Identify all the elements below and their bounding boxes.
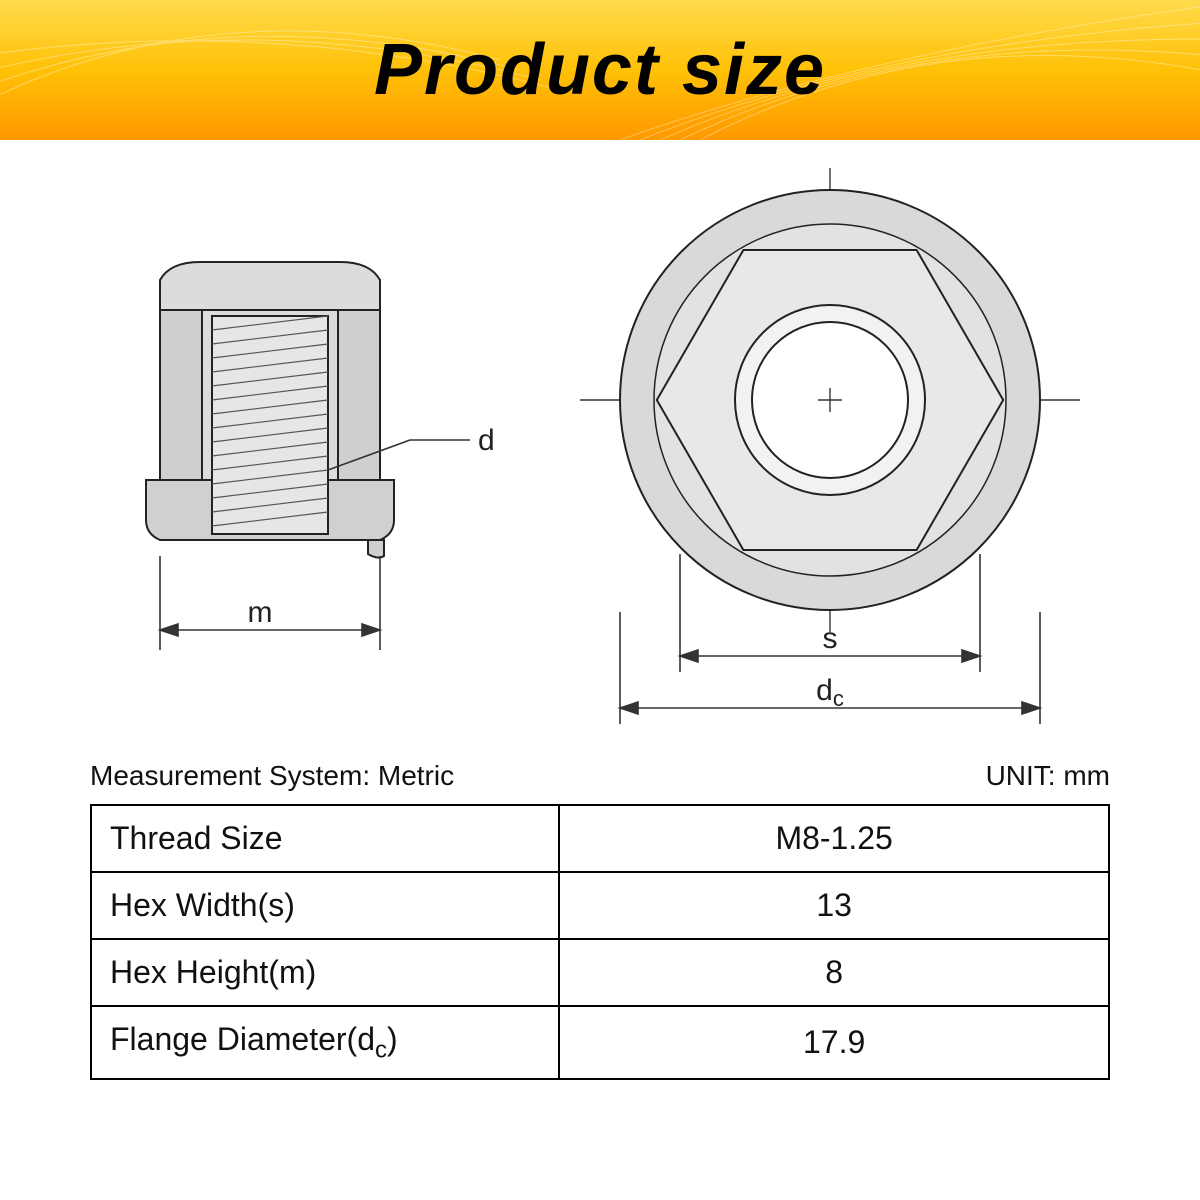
nut-top-view: s dc xyxy=(570,160,1130,760)
nut-side-view: d m xyxy=(100,220,520,720)
table-row: Flange Diameter(dc) 17.9 xyxy=(91,1006,1109,1079)
spec-value: M8-1.25 xyxy=(559,805,1109,872)
page-title: Product size xyxy=(374,29,826,111)
spec-value: 13 xyxy=(559,872,1109,939)
diagram-area: d m xyxy=(0,140,1200,760)
dim-d-label: d xyxy=(478,424,495,457)
unit-label: UNIT: mm xyxy=(986,760,1110,792)
dim-s-label: s xyxy=(823,622,838,655)
spec-label: Flange Diameter(dc) xyxy=(91,1006,559,1079)
dim-dc-label: dc xyxy=(816,674,844,711)
table-row: Hex Width(s) 13 xyxy=(91,872,1109,939)
table-row: Hex Height(m) 8 xyxy=(91,939,1109,1006)
meta-row: Measurement System: Metric UNIT: mm xyxy=(0,760,1200,804)
spec-label: Hex Width(s) xyxy=(91,872,559,939)
measurement-system-label: Measurement System: Metric xyxy=(90,760,454,792)
dim-m-label: m xyxy=(248,596,273,629)
spec-table: Thread Size M8-1.25 Hex Width(s) 13 Hex … xyxy=(90,804,1110,1080)
spec-label: Thread Size xyxy=(91,805,559,872)
spec-value: 17.9 xyxy=(559,1006,1109,1079)
table-row: Thread Size M8-1.25 xyxy=(91,805,1109,872)
title-banner: Product size xyxy=(0,0,1200,140)
spec-label: Hex Height(m) xyxy=(91,939,559,1006)
spec-value: 8 xyxy=(559,939,1109,1006)
